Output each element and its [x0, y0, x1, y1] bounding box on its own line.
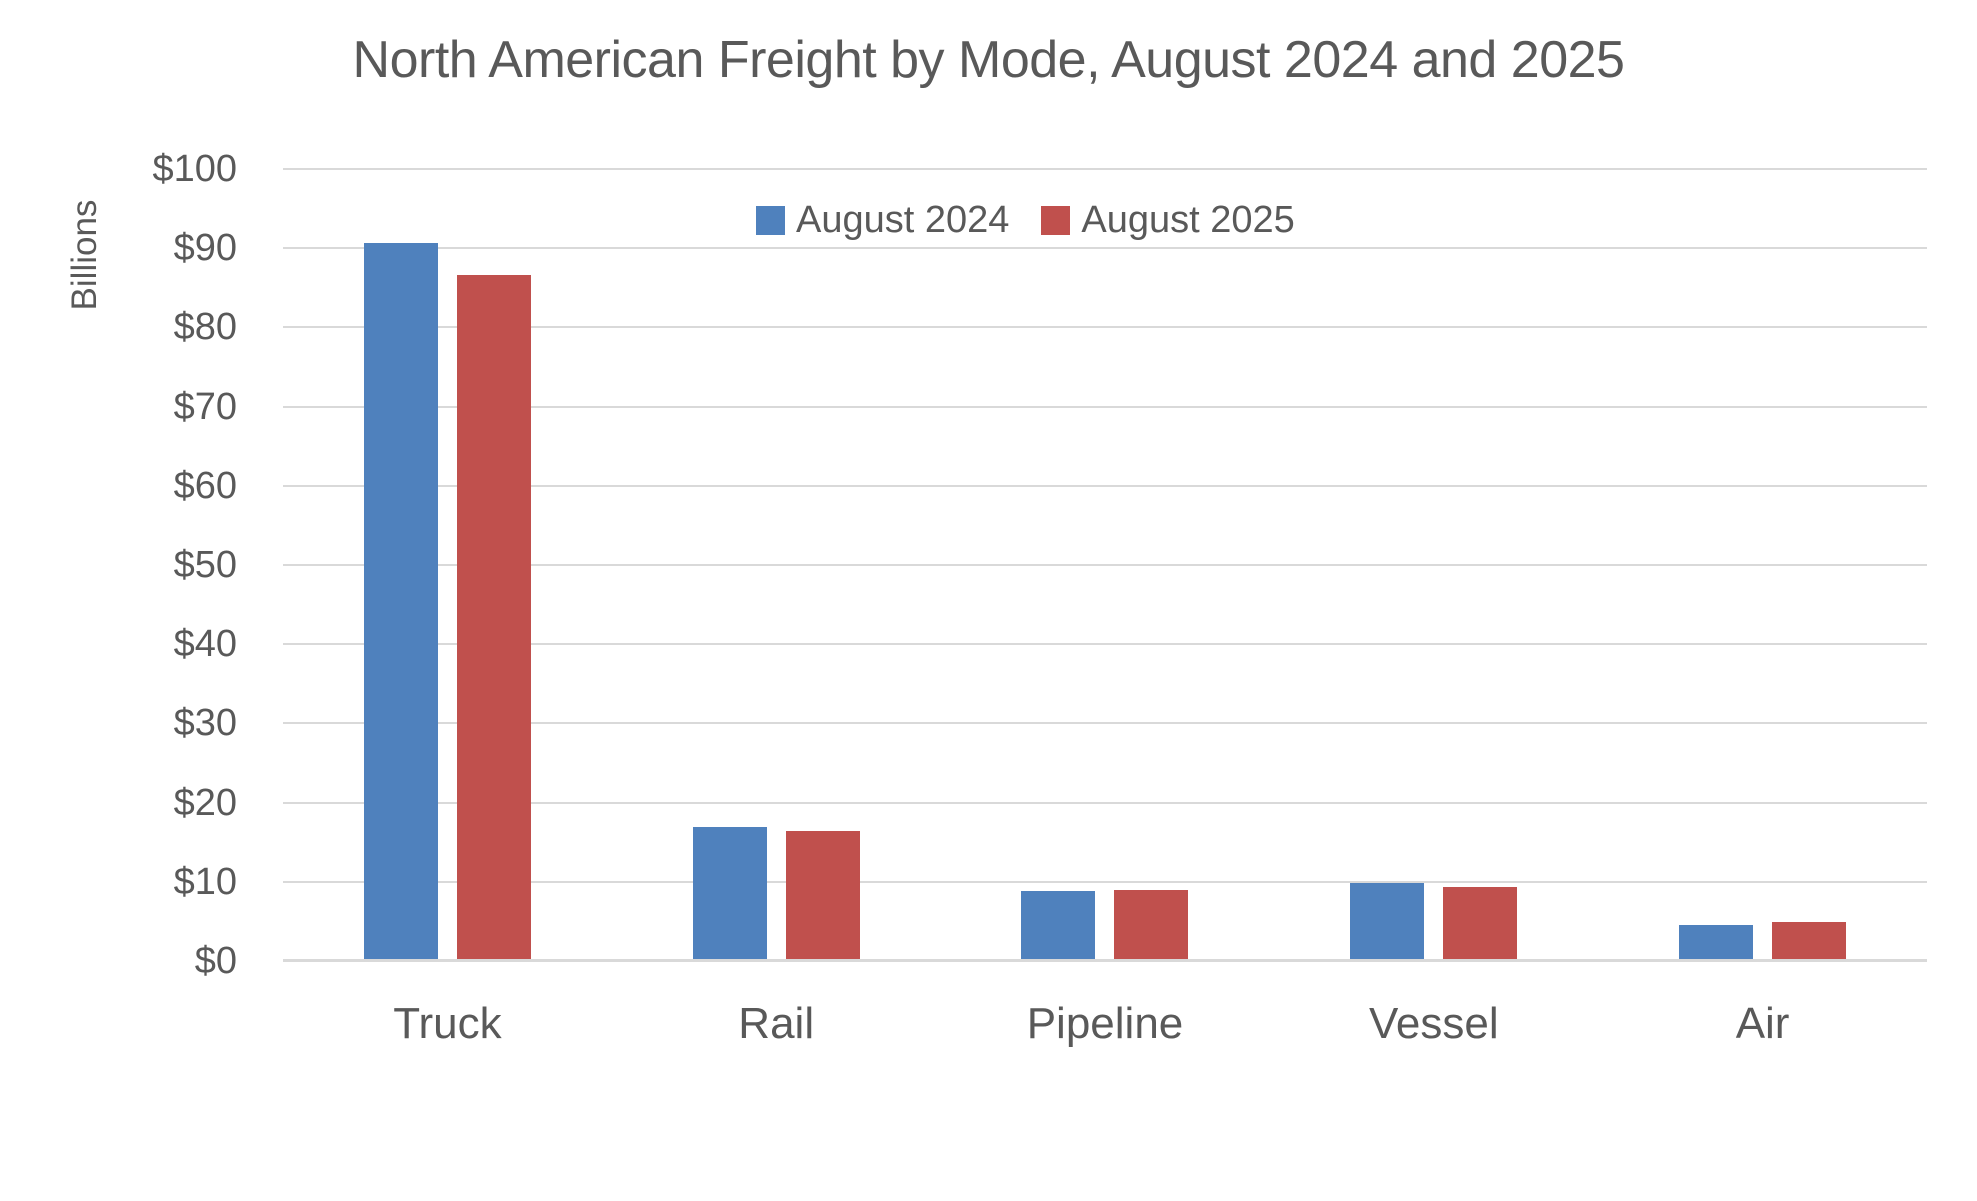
gridline-40 — [283, 643, 1927, 646]
plot-area — [283, 168, 1927, 962]
y-tick-0: $0 — [194, 940, 237, 982]
bar-august-2024-vessel — [1350, 882, 1425, 961]
y-tick-100: $100 — [152, 148, 237, 190]
y-tick-70: $70 — [173, 385, 237, 428]
y-tick-50: $50 — [173, 544, 237, 586]
legend-label: August 2025 — [1081, 199, 1295, 241]
gridline-20 — [283, 801, 1927, 804]
legend-item-august-2025: August 2025 — [1041, 199, 1295, 241]
bar-august-2024-truck — [363, 242, 438, 961]
bar-august-2024-pipeline — [1021, 891, 1096, 961]
gridline-100 — [283, 168, 1927, 170]
x-label-vessel: Vessel — [1368, 999, 1499, 1048]
y-tick-20: $20 — [173, 781, 237, 824]
y-tick-10: $10 — [173, 860, 237, 903]
gridline-50 — [283, 564, 1927, 566]
legend-swatch-icon — [756, 205, 785, 235]
bar-august-2025-truck — [456, 275, 531, 961]
x-label-pipeline: Pipeline — [1026, 999, 1184, 1048]
chart-title: North American Freight by Mode, August 2… — [352, 31, 1625, 89]
bar-august-2024-air — [1679, 924, 1754, 961]
bar-group-truck — [283, 169, 612, 961]
y-tick-60: $60 — [173, 464, 237, 507]
y-tick-30: $30 — [173, 702, 237, 745]
y-tick-40: $40 — [173, 623, 237, 666]
gridline-90 — [283, 247, 1927, 250]
legend-item-august-2024: August 2024 — [756, 200, 1009, 240]
bar-group-vessel — [1269, 169, 1598, 961]
x-category-labels: Truck Rail Pipeline Vessel Air — [283, 998, 1927, 1050]
gridline-30 — [283, 722, 1927, 725]
bar-august-2025-vessel — [1443, 887, 1518, 961]
bar-august-2025-pipeline — [1114, 889, 1189, 961]
gridline-80 — [283, 326, 1927, 329]
x-label-rail: Rail — [738, 999, 815, 1048]
y-tick-90: $90 — [173, 227, 237, 270]
y-tick-80: $80 — [173, 306, 237, 349]
bar-august-2024-rail — [692, 827, 767, 961]
x-label-air: Air — [1735, 999, 1790, 1048]
bar-group-air — [1598, 169, 1927, 961]
gridline-60 — [283, 484, 1927, 487]
legend: August 2024 August 2025 — [756, 200, 1295, 240]
bar-august-2025-rail — [785, 831, 860, 961]
gridline-10 — [283, 880, 1927, 883]
bar-group-pipeline — [941, 169, 1270, 961]
bar-group-rail — [612, 169, 941, 961]
x-axis-line — [283, 959, 1927, 962]
bar-august-2025-air — [1772, 922, 1847, 961]
legend-swatch-icon — [1041, 205, 1071, 235]
gridline-70 — [283, 405, 1927, 408]
x-label-truck: Truck — [393, 999, 502, 1048]
legend-label: August 2024 — [796, 199, 1010, 241]
bar-layer — [283, 169, 1927, 961]
